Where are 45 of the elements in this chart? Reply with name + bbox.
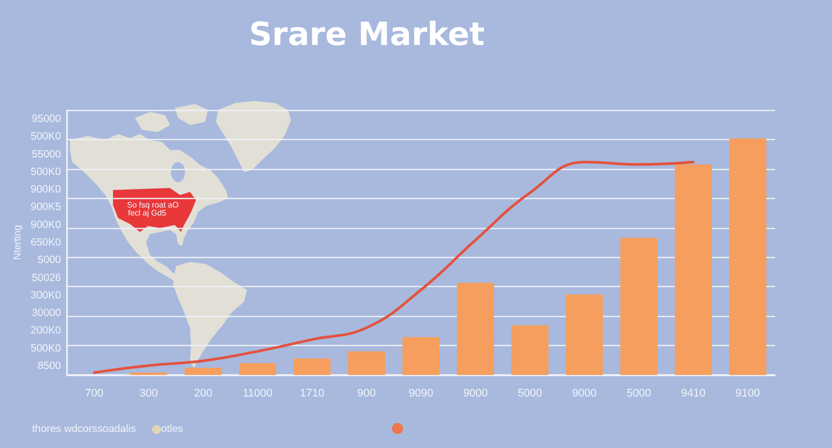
chart-title: Srare Market xyxy=(249,15,485,53)
bar xyxy=(456,282,494,375)
text: 900K0 xyxy=(30,184,62,196)
bar xyxy=(620,238,658,375)
x-tick-label: 9410 xyxy=(681,388,706,400)
bar xyxy=(239,363,276,375)
bar xyxy=(184,368,222,375)
x-tick-label: 5000 xyxy=(626,388,652,400)
text: 500K0 xyxy=(30,130,62,143)
bar xyxy=(511,325,548,375)
text: 55000 xyxy=(32,148,62,160)
x-tick-label: 900 xyxy=(357,388,376,400)
x-tick-label: 9000 xyxy=(572,388,597,400)
x-tick-label: 300 xyxy=(140,388,158,400)
text: 900K0 xyxy=(30,218,62,231)
y-axis-title: Nterting xyxy=(12,224,24,260)
x-tick-label: 200 xyxy=(194,388,212,400)
bar xyxy=(729,138,766,375)
text: thores wdcorssoadalis xyxy=(32,423,136,435)
x-tick-label: 1710 xyxy=(300,388,324,400)
bar xyxy=(566,294,603,375)
bar xyxy=(294,358,331,375)
annotation: fecl aj Gd5 xyxy=(128,208,167,218)
text: 8500 xyxy=(38,360,62,372)
annotation: So fsq roat aO xyxy=(127,200,179,210)
x-tick-label: 9000 xyxy=(463,388,488,400)
text: 300K0 xyxy=(30,289,62,302)
text: 650K0 xyxy=(30,236,62,248)
text: 500K0 xyxy=(30,166,62,178)
x-tick-label: 11000 xyxy=(242,388,273,400)
bar xyxy=(348,351,386,375)
x-tick-label: 5000 xyxy=(518,388,542,400)
bar xyxy=(674,164,712,375)
text: 500K0 xyxy=(30,342,62,354)
text: 95000 xyxy=(32,113,62,125)
text: 50026 xyxy=(32,272,62,284)
text: 900K5 xyxy=(30,201,62,214)
text: 30000 xyxy=(32,307,62,320)
bar xyxy=(402,337,440,375)
x-tick-label: 700 xyxy=(85,388,104,400)
text: 5000 xyxy=(38,254,62,266)
x-tick-label: 9100 xyxy=(736,388,760,400)
text: otles xyxy=(161,423,184,435)
text: 200K0 xyxy=(30,324,62,337)
x-tick-label: 9090 xyxy=(408,388,434,400)
